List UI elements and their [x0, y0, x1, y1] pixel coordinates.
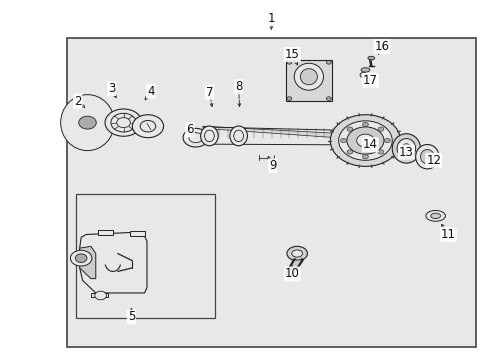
- Circle shape: [140, 121, 156, 132]
- Circle shape: [346, 150, 352, 154]
- Text: 12: 12: [426, 154, 440, 167]
- Ellipse shape: [68, 102, 107, 143]
- Ellipse shape: [360, 68, 369, 72]
- Circle shape: [70, 250, 92, 266]
- Polygon shape: [285, 60, 331, 101]
- Text: 13: 13: [398, 145, 413, 158]
- Ellipse shape: [204, 130, 214, 141]
- Text: 15: 15: [285, 48, 299, 61]
- Text: 11: 11: [440, 228, 455, 241]
- Circle shape: [79, 116, 96, 129]
- Circle shape: [105, 109, 142, 136]
- Text: 6: 6: [186, 123, 193, 136]
- Circle shape: [356, 134, 373, 147]
- Ellipse shape: [286, 246, 307, 261]
- Text: 3: 3: [108, 82, 115, 95]
- Ellipse shape: [367, 56, 374, 60]
- Circle shape: [362, 122, 367, 127]
- Text: 2: 2: [74, 95, 81, 108]
- Circle shape: [377, 127, 383, 131]
- Ellipse shape: [430, 213, 440, 219]
- Polygon shape: [203, 126, 351, 139]
- Circle shape: [359, 72, 366, 77]
- Circle shape: [384, 138, 389, 143]
- Circle shape: [326, 97, 330, 100]
- Polygon shape: [91, 293, 108, 297]
- Ellipse shape: [72, 105, 103, 140]
- Circle shape: [75, 254, 87, 262]
- Circle shape: [346, 127, 352, 131]
- Circle shape: [286, 60, 291, 64]
- Ellipse shape: [200, 126, 218, 146]
- Polygon shape: [130, 231, 144, 235]
- Ellipse shape: [420, 149, 433, 164]
- Text: 17: 17: [362, 74, 377, 87]
- Circle shape: [286, 97, 291, 100]
- Text: 16: 16: [374, 40, 389, 53]
- Text: 10: 10: [285, 267, 299, 280]
- Text: 7: 7: [205, 86, 213, 99]
- Ellipse shape: [233, 130, 243, 141]
- Circle shape: [346, 127, 383, 154]
- Circle shape: [132, 115, 163, 138]
- Text: 14: 14: [362, 138, 377, 151]
- Bar: [66, 39, 475, 347]
- Bar: [76, 194, 215, 318]
- Circle shape: [330, 115, 400, 166]
- Ellipse shape: [391, 134, 420, 163]
- Circle shape: [188, 133, 202, 143]
- Circle shape: [183, 129, 208, 147]
- Polygon shape: [80, 246, 96, 279]
- Ellipse shape: [294, 63, 323, 90]
- Ellipse shape: [300, 69, 317, 85]
- Circle shape: [362, 154, 367, 159]
- Polygon shape: [80, 232, 147, 293]
- Polygon shape: [286, 260, 302, 274]
- Text: 8: 8: [234, 80, 242, 93]
- Ellipse shape: [425, 211, 445, 221]
- Circle shape: [95, 291, 106, 300]
- Polygon shape: [98, 230, 113, 234]
- Circle shape: [338, 121, 391, 160]
- Ellipse shape: [229, 126, 247, 146]
- Ellipse shape: [61, 95, 114, 150]
- Circle shape: [117, 118, 130, 128]
- Text: 4: 4: [147, 85, 154, 98]
- Ellipse shape: [291, 250, 302, 257]
- Ellipse shape: [415, 144, 438, 169]
- Text: 9: 9: [268, 159, 276, 172]
- Circle shape: [111, 113, 136, 132]
- Text: 5: 5: [127, 310, 135, 324]
- Ellipse shape: [64, 98, 111, 147]
- Text: 1: 1: [267, 12, 275, 25]
- Circle shape: [326, 60, 330, 64]
- Circle shape: [377, 150, 383, 154]
- Ellipse shape: [396, 139, 415, 158]
- Circle shape: [340, 138, 346, 143]
- Ellipse shape: [401, 144, 410, 153]
